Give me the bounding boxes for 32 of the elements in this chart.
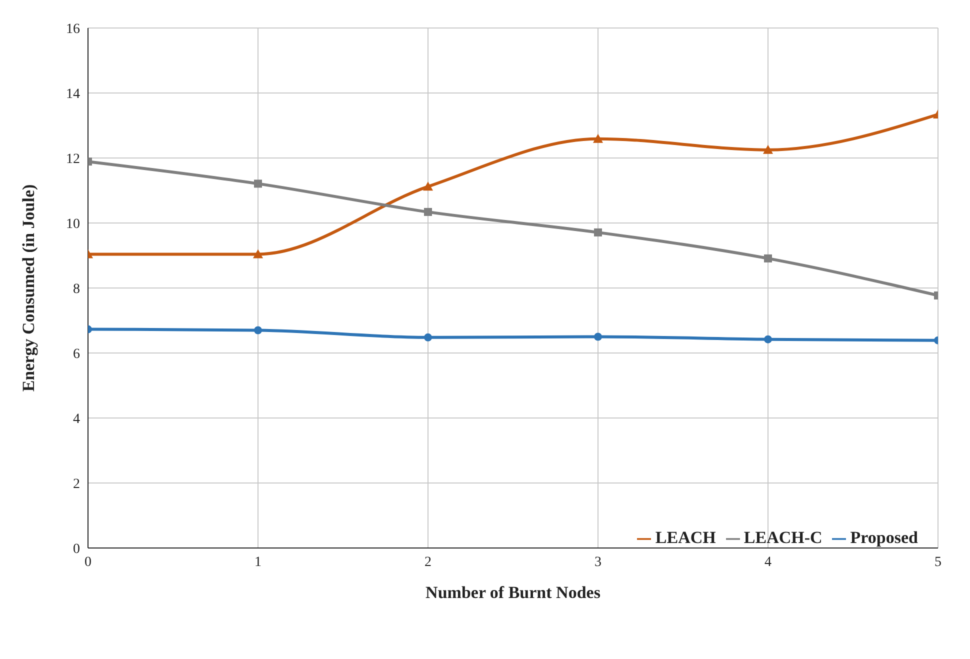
x-axis-title: Number of Burnt Nodes [426, 583, 601, 602]
y-tick-label: 10 [66, 216, 80, 232]
y-tick-label: 2 [73, 476, 80, 492]
legend-label: LEACH [655, 528, 716, 547]
point [254, 180, 262, 188]
point [764, 335, 772, 344]
x-tick-label: 5 [934, 554, 942, 570]
legend-label: LEACH-C [744, 528, 822, 547]
point [593, 134, 603, 143]
y-tick-label: 16 [66, 22, 80, 37]
point [423, 182, 433, 191]
point [424, 333, 432, 342]
y-tick-label: 8 [73, 282, 80, 297]
y-tick-label: 12 [66, 152, 80, 167]
y-tick-label: 6 [73, 346, 80, 362]
x-tick-label: 4 [764, 554, 772, 570]
x-tick-label: 3 [594, 554, 602, 570]
point [764, 254, 772, 262]
point [594, 332, 602, 341]
y-tick-label: 14 [66, 86, 80, 102]
legend-label: Proposed [850, 528, 918, 547]
y-axis-title: Energy Consumed (in Joule) [19, 184, 38, 392]
point [594, 228, 602, 236]
point [424, 208, 432, 216]
point [254, 326, 262, 334]
x-tick-label: 2 [424, 554, 432, 570]
x-tick-label: 1 [254, 554, 262, 570]
point [763, 144, 773, 154]
y-tick-label: 0 [73, 542, 80, 557]
y-tick-label: 4 [73, 412, 80, 427]
x-tick-label: 0 [84, 554, 92, 570]
point [253, 249, 263, 258]
